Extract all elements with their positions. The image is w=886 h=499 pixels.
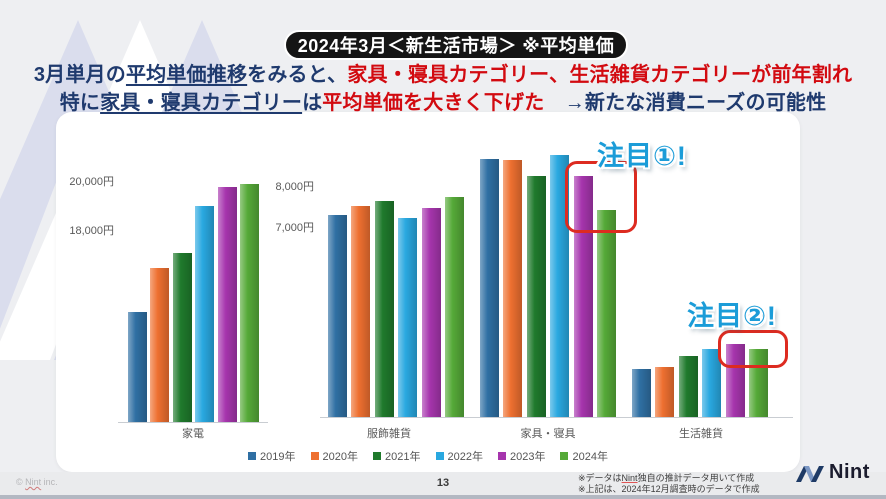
bar-2022年-生活雑貨 xyxy=(702,349,722,417)
footer-copyright: © Nint inc. xyxy=(16,477,58,487)
x-axis-line xyxy=(320,417,793,418)
bar-2021年-服飾雑貨 xyxy=(374,200,394,417)
footer-band xyxy=(0,472,886,499)
legend-item-2021年: 2021年 xyxy=(373,448,421,464)
bar-2024年-家電 xyxy=(240,184,259,422)
nint-logo-icon xyxy=(796,465,824,482)
title-pill: 2024年3月＜新生活市場＞ ※平均単価 xyxy=(284,30,628,60)
bar-2022年-家電 xyxy=(195,206,215,422)
footer-edge-divider xyxy=(0,495,886,499)
headline: 3月単月の平均単価推移をみると、家具・寝具カテゴリー、生活雑貨カテゴリーが前年割… xyxy=(30,61,856,117)
highlight-box-household-2023 xyxy=(718,330,788,368)
legend-swatch xyxy=(373,452,382,460)
bar-2023年-家電 xyxy=(217,186,237,422)
legend-item-2024年: 2024年 xyxy=(560,448,608,464)
copyright-suffix: inc. xyxy=(41,477,58,487)
y-tick-label: 8,000円 xyxy=(275,181,314,194)
bar-2022年-家具・寝具 xyxy=(550,155,570,417)
bar-2023年-服飾雑貨 xyxy=(421,207,441,417)
bar-2019年-生活雑貨 xyxy=(632,369,651,417)
legend-item-2023年: 2023年 xyxy=(497,448,546,464)
bar-2019年-服飾雑貨 xyxy=(328,215,347,417)
y-tick-label: 18,000円 xyxy=(69,224,114,237)
headline-segment: をみると、 xyxy=(247,64,348,86)
headline-line2: 特に家具・寝具カテゴリーは平均単価を大きく下げた →新たな消費ニーズの可能性 xyxy=(30,89,856,117)
note1-prefix: ※データは xyxy=(578,473,622,483)
nint-logo-text: Nint xyxy=(829,461,870,483)
headline-segment: 特に xyxy=(59,92,101,114)
headline-segment: 平均単価を大きく下げた xyxy=(322,92,545,114)
bar-2021年-生活雑貨 xyxy=(678,356,698,417)
legend-label: 2021年 xyxy=(385,451,421,463)
headline-segment: は xyxy=(302,92,323,114)
bar-2019年-家電 xyxy=(128,311,147,422)
bar-2020年-家具・寝具 xyxy=(503,160,523,417)
note1-suffix: 独自の推計データ用いて作成 xyxy=(637,473,755,483)
copyright-prefix: © xyxy=(16,477,26,487)
bar-2024年-家具・寝具 xyxy=(597,209,616,417)
legend-swatch xyxy=(435,452,444,460)
category-label-服飾雑貨: 服飾雑貨 xyxy=(367,428,411,440)
category-label-生活雑貨: 生活雑貨 xyxy=(679,428,723,440)
bar-2021年-家具・寝具 xyxy=(526,175,546,417)
note1-brand: Nint xyxy=(621,473,638,483)
y-tick-label: 7,000円 xyxy=(275,222,314,235)
bar-2019年-家具・寝具 xyxy=(480,158,499,417)
legend-item-2020年: 2020年 xyxy=(310,448,359,464)
footer-note-1: ※データはNint独自の推計データ用いて作成 xyxy=(578,473,760,484)
legend-swatch xyxy=(248,452,257,460)
y-tick-label: 20,000円 xyxy=(69,175,114,188)
headline-segment: 家具・寝具カテゴリー xyxy=(100,92,303,114)
annotation-spot1-label: 注目①! xyxy=(597,141,687,171)
bar-2023年-家具・寝具 xyxy=(573,175,593,417)
category-label-家電: 家電 xyxy=(182,428,204,440)
headline-line1: 3月単月の平均単価推移をみると、家具・寝具カテゴリー、生活雑貨カテゴリーが前年割… xyxy=(30,61,856,89)
headline-segment: 家具・寝具カテゴリー、生活雑貨カテゴリーが前年割れ xyxy=(347,64,853,86)
bar-2020年-生活雑貨 xyxy=(655,366,675,417)
legend-swatch xyxy=(560,452,569,460)
legend-label: 2020年 xyxy=(322,451,359,463)
x-axis-line xyxy=(118,422,268,423)
legend-label: 2022年 xyxy=(447,451,483,463)
legend-label: 2023年 xyxy=(509,451,546,463)
legend-item-2019年: 2019年 xyxy=(248,448,296,464)
bar-2022年-服飾雑貨 xyxy=(398,218,418,417)
bar-2023年-生活雑貨 xyxy=(725,343,745,417)
footer-note-2: ※上記は、2024年12月調査時のデータで作成 xyxy=(578,484,760,494)
legend-swatch xyxy=(310,452,319,460)
category-label-家具・寝具: 家具・寝具 xyxy=(520,428,576,440)
headline-segment: 3月単月の xyxy=(33,64,126,86)
legend-swatch xyxy=(497,452,506,460)
bar-2021年-家電 xyxy=(172,252,192,422)
bar-2020年-服飾雑貨 xyxy=(351,205,371,417)
copyright-brand: Nint xyxy=(25,477,42,487)
highlight-box-furniture-2023 xyxy=(565,161,637,233)
headline-segment: 平均単価推移 xyxy=(125,64,248,86)
bar-2024年-服飾雑貨 xyxy=(445,196,464,417)
legend-label: 2019年 xyxy=(260,451,296,463)
bar-2020年-家電 xyxy=(150,267,170,422)
legend-label: 2024年 xyxy=(572,451,608,463)
chart-legend: 2019年 2020年 2021年 2022年 2023年 2024年 xyxy=(56,448,800,464)
legend-item-2022年: 2022年 xyxy=(435,448,483,464)
title-pill-label: 2024年3月＜新生活市場＞ ※平均単価 xyxy=(297,36,615,56)
footer-notes: ※データはNint独自の推計データ用いて作成 ※上記は、2024年12月調査時の… xyxy=(578,473,760,495)
page-number: 13 xyxy=(436,477,450,489)
headline-segment: →新たな消費ニーズの可能性 xyxy=(544,92,827,114)
annotation-spot2-label: 注目②! xyxy=(687,301,777,331)
nint-logo: Nint xyxy=(795,461,870,484)
